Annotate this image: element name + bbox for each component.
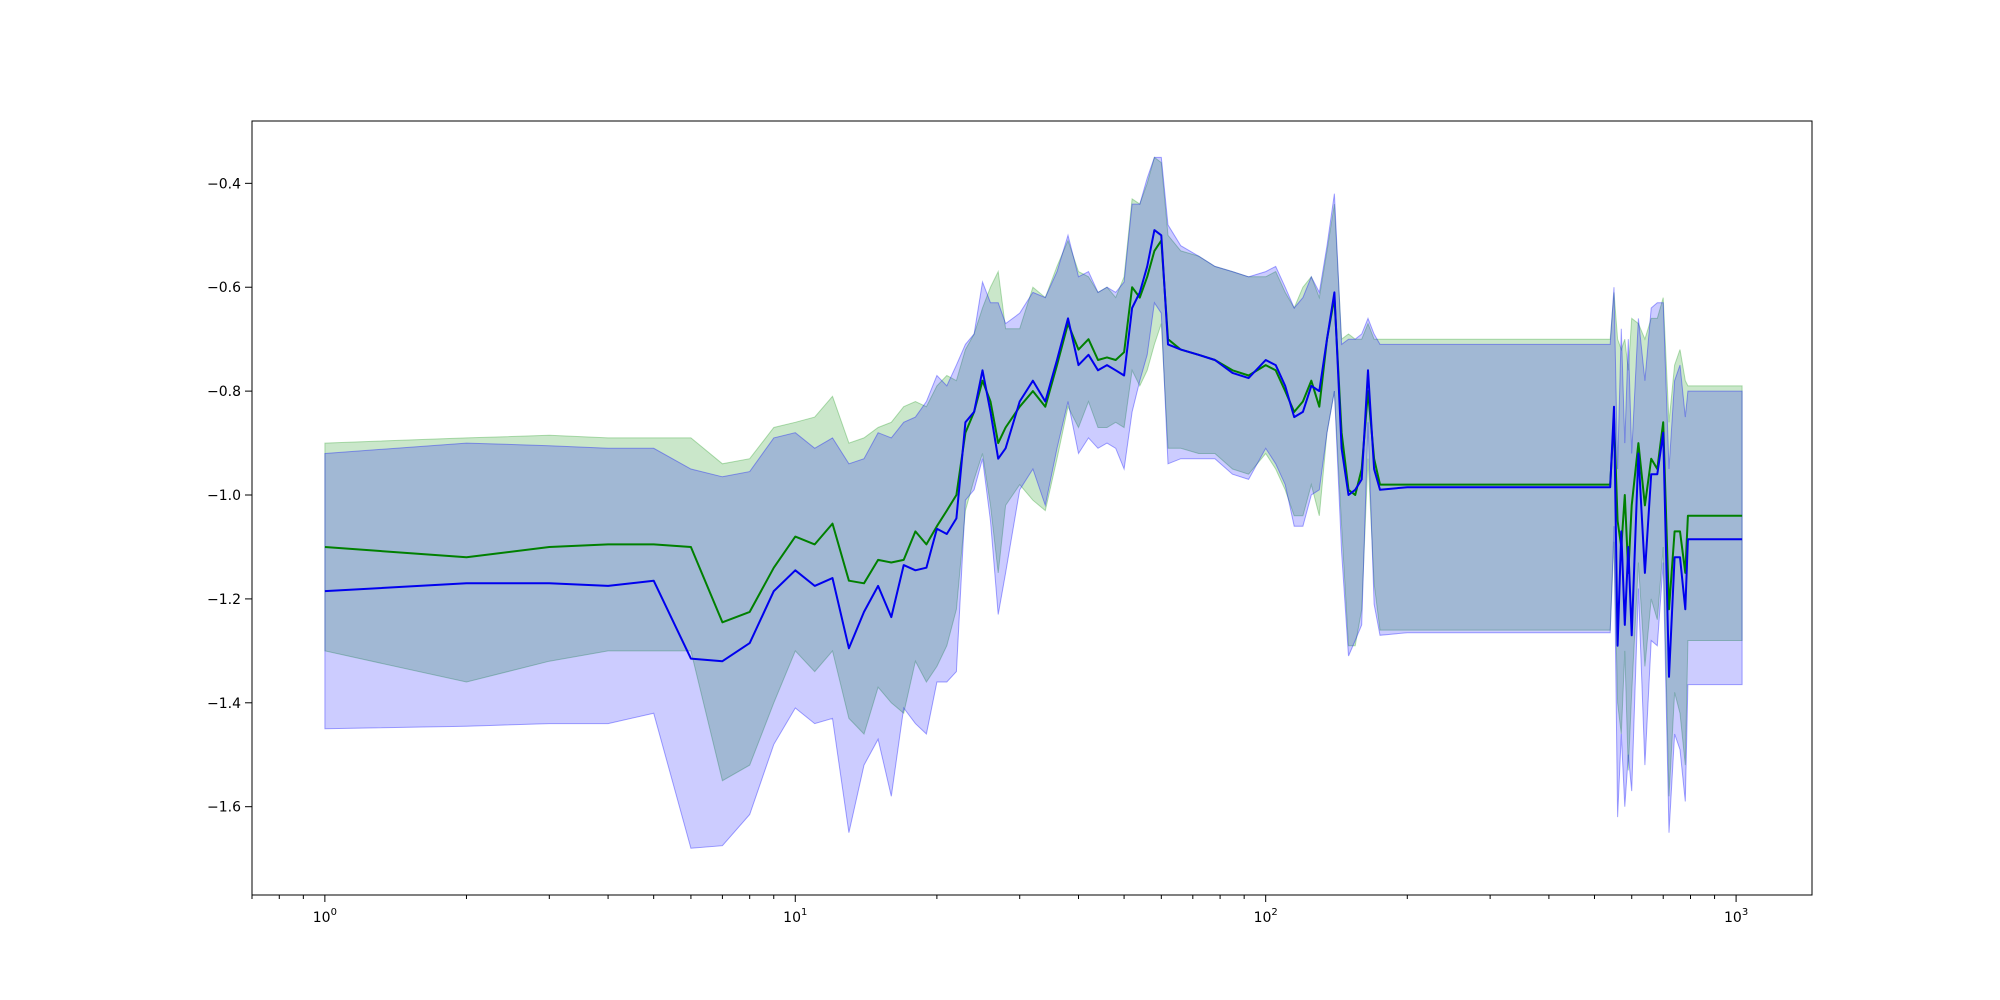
- series-2-line: [324, 229, 1743, 678]
- series-2-band: [324, 156, 1743, 849]
- x-tick-label: 100: [313, 907, 337, 926]
- y-axis: −0.4 −0.6 −0.8 −1.0 −1.2 −1.4 −1.6: [207, 176, 252, 816]
- y-tick-label: −0.6: [207, 280, 241, 296]
- y-tick-label: −1.6: [207, 800, 241, 816]
- x-tick-label: 103: [1724, 907, 1748, 926]
- x-axis: 100 101 102 103: [251, 895, 1748, 926]
- y-tick-label: −1.2: [207, 592, 241, 608]
- y-tick-label: −1.4: [207, 696, 241, 712]
- x-tick-label: 102: [1254, 907, 1278, 926]
- plot-frame: [251, 120, 1813, 896]
- x-tick-label: 101: [783, 907, 807, 926]
- y-tick-label: −0.4: [207, 176, 241, 192]
- y-tick-label: −0.8: [207, 384, 241, 400]
- series-lines: [324, 229, 1743, 678]
- y-tick-label: −1.0: [207, 488, 241, 504]
- series-1-band: [324, 156, 1743, 797]
- confidence-bands: [324, 156, 1743, 849]
